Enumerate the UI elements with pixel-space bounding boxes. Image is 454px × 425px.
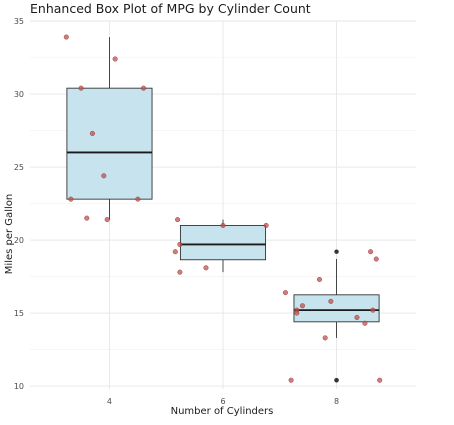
jitter-point (112, 56, 118, 62)
boxes (66, 37, 380, 383)
y-tick-label: 20 (14, 236, 24, 245)
jitter-point (89, 130, 95, 136)
jitter-point (203, 265, 209, 271)
chart-title: Enhanced Box Plot of MPG by Cylinder Cou… (30, 1, 311, 16)
x-axis-title: Number of Cylinders (171, 406, 274, 417)
jitter-point (354, 314, 360, 320)
x-tick-label: 4 (107, 397, 112, 406)
jitter-point (78, 85, 84, 91)
y-axis-ticks: 10 15 20 25 30 35 (14, 17, 24, 391)
box (179, 224, 267, 261)
x-axis-ticks: 4 6 8 (107, 397, 339, 406)
jitter-point (68, 196, 74, 202)
x-tick-label: 6 (220, 397, 225, 406)
box (293, 294, 380, 323)
jitter-point (370, 307, 376, 313)
jitter-point (373, 256, 379, 262)
grid (30, 20, 416, 389)
jitter-point (141, 85, 147, 91)
jitter-point (294, 310, 300, 316)
jitter-point (175, 217, 181, 223)
jitter-point (377, 377, 383, 383)
y-tick-label: 30 (14, 90, 24, 99)
jitter-point (220, 222, 226, 228)
jitter-point (263, 222, 269, 228)
jitter-point (299, 303, 305, 309)
jitter-point (282, 290, 288, 296)
jitter-point (317, 276, 323, 282)
jitter-point (368, 249, 374, 255)
jitter-points (63, 34, 383, 383)
y-axis-title: Miles per Gallon (4, 194, 15, 274)
outlier-point (334, 249, 339, 254)
jitter-point (177, 241, 183, 247)
jitter-point (172, 249, 178, 255)
jitter-point (177, 269, 183, 275)
jitter-point (101, 173, 107, 179)
jitter-point (84, 215, 90, 221)
y-tick-label: 25 (14, 163, 24, 172)
jitter-point (135, 196, 141, 202)
y-tick-label: 15 (14, 309, 24, 318)
jitter-point (328, 298, 334, 304)
y-tick-label: 10 (14, 382, 24, 391)
jitter-point (63, 34, 69, 40)
jitter-point (322, 335, 328, 341)
y-tick-label: 35 (14, 17, 24, 26)
jitter-point (104, 217, 110, 223)
box (66, 87, 153, 200)
jitter-point (362, 320, 368, 326)
jitter-point (288, 377, 294, 383)
x-tick-label: 8 (334, 397, 339, 406)
outlier-point (334, 378, 339, 383)
